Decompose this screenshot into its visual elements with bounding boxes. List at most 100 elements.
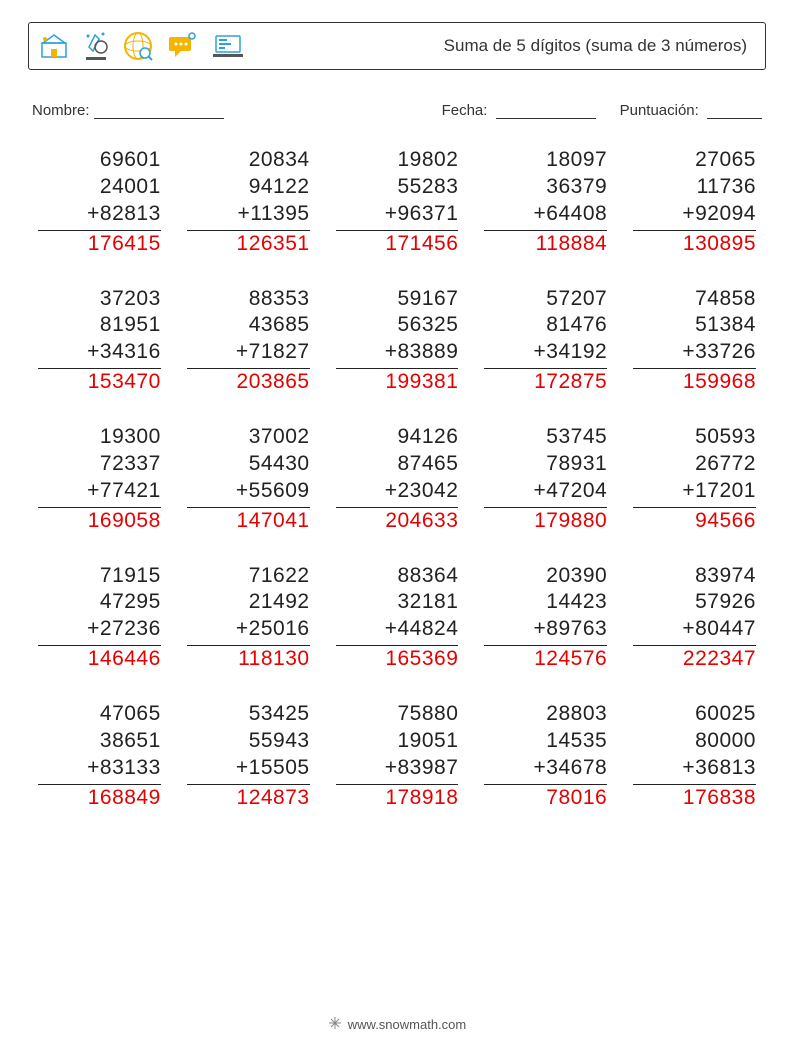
addend: 20390 [484, 563, 607, 590]
answer: 168849 [38, 785, 161, 812]
page-title: Suma de 5 dígitos (suma de 3 números) [444, 36, 753, 56]
chat-icon [165, 29, 199, 63]
answer: 203865 [187, 369, 310, 396]
addend: 43685 [187, 312, 310, 339]
globe-icon [121, 29, 155, 63]
answer: 130895 [633, 231, 756, 258]
addition-problem: 9412687465+23042204633 [336, 424, 459, 535]
addend: 74858 [633, 286, 756, 313]
addend: +34192 [484, 339, 607, 369]
addend: 88353 [187, 286, 310, 313]
addend: 26772 [633, 451, 756, 478]
addend: 56325 [336, 312, 459, 339]
addend: 28803 [484, 701, 607, 728]
score-field: Puntuación: [620, 102, 762, 119]
addend: +64408 [484, 201, 607, 231]
answer: 165369 [336, 646, 459, 673]
footer-text: www.snowmath.com [348, 1017, 466, 1032]
addend: +27236 [38, 616, 161, 646]
addend: +36813 [633, 755, 756, 785]
addend: 75880 [336, 701, 459, 728]
addend: +96371 [336, 201, 459, 231]
score-label: Puntuación: [620, 102, 699, 119]
answer: 124873 [187, 785, 310, 812]
answer: 147041 [187, 508, 310, 535]
addend: +89763 [484, 616, 607, 646]
addition-problem: 6960124001+82813176415 [38, 147, 161, 258]
addition-problem: 2706511736+92094130895 [633, 147, 756, 258]
date-field: Fecha: [442, 102, 596, 119]
addend: 87465 [336, 451, 459, 478]
addend: 55283 [336, 174, 459, 201]
addition-problem: 5916756325+83889199381 [336, 286, 459, 397]
addend: 54430 [187, 451, 310, 478]
addend: 57207 [484, 286, 607, 313]
addition-problem: 8397457926+80447222347 [633, 563, 756, 674]
addend: +23042 [336, 478, 459, 508]
addition-problem: 1809736379+64408118884 [484, 147, 607, 258]
addend: +83987 [336, 755, 459, 785]
addend: 53425 [187, 701, 310, 728]
answer: 222347 [633, 646, 756, 673]
addend: +83889 [336, 339, 459, 369]
addend: 59167 [336, 286, 459, 313]
addition-problem: 3700254430+55609147041 [187, 424, 310, 535]
name-label: Nombre: [32, 102, 90, 119]
answer: 176838 [633, 785, 756, 812]
name-field: Nombre: [32, 102, 224, 119]
addend: 47295 [38, 589, 161, 616]
footer: www.snowmath.com [0, 1016, 794, 1033]
answer: 78016 [484, 785, 607, 812]
addend: 72337 [38, 451, 161, 478]
addend: +15505 [187, 755, 310, 785]
addend: 21492 [187, 589, 310, 616]
icon-strip [37, 29, 247, 63]
addition-problem: 2083494122+11395126351 [187, 147, 310, 258]
addend: +25016 [187, 616, 310, 646]
addend: +17201 [633, 478, 756, 508]
addend: +34316 [38, 339, 161, 369]
addend: 38651 [38, 728, 161, 755]
addition-problem: 1980255283+96371171456 [336, 147, 459, 258]
addend: 37002 [187, 424, 310, 451]
addend: 81476 [484, 312, 607, 339]
addition-problem: 5720781476+34192172875 [484, 286, 607, 397]
addend: 24001 [38, 174, 161, 201]
addition-problem: 3720381951+34316153470 [38, 286, 161, 397]
laptop-icon [209, 29, 247, 63]
addend: +71827 [187, 339, 310, 369]
score-blank [707, 104, 762, 119]
addition-problem: 7588019051+83987178918 [336, 701, 459, 812]
addition-problem: 8835343685+71827203865 [187, 286, 310, 397]
addition-problem: 7162221492+25016118130 [187, 563, 310, 674]
addend: 14535 [484, 728, 607, 755]
addend: 11736 [633, 174, 756, 201]
answer: 126351 [187, 231, 310, 258]
addend: 36379 [484, 174, 607, 201]
addition-problem: 7485851384+33726159968 [633, 286, 756, 397]
addend: 37203 [38, 286, 161, 313]
snowflake-icon [328, 1016, 342, 1033]
answer: 172875 [484, 369, 607, 396]
addend: +55609 [187, 478, 310, 508]
addend: +47204 [484, 478, 607, 508]
answer: 178918 [336, 785, 459, 812]
addend: 47065 [38, 701, 161, 728]
addend: +92094 [633, 201, 756, 231]
addend: 71915 [38, 563, 161, 590]
addition-problem: 7191547295+27236146446 [38, 563, 161, 674]
addend: 14423 [484, 589, 607, 616]
addend: +82813 [38, 201, 161, 231]
addition-problem: 2039014423+89763124576 [484, 563, 607, 674]
addend: 50593 [633, 424, 756, 451]
addend: 94122 [187, 174, 310, 201]
addend: 51384 [633, 312, 756, 339]
addend: +77421 [38, 478, 161, 508]
addend: 88364 [336, 563, 459, 590]
problem-grid: 6960124001+828131764152083494122+1139512… [28, 147, 766, 812]
addend: +33726 [633, 339, 756, 369]
addend: +11395 [187, 201, 310, 231]
addend: 60025 [633, 701, 756, 728]
addend: 19300 [38, 424, 161, 451]
addition-problem: 8836432181+44824165369 [336, 563, 459, 674]
